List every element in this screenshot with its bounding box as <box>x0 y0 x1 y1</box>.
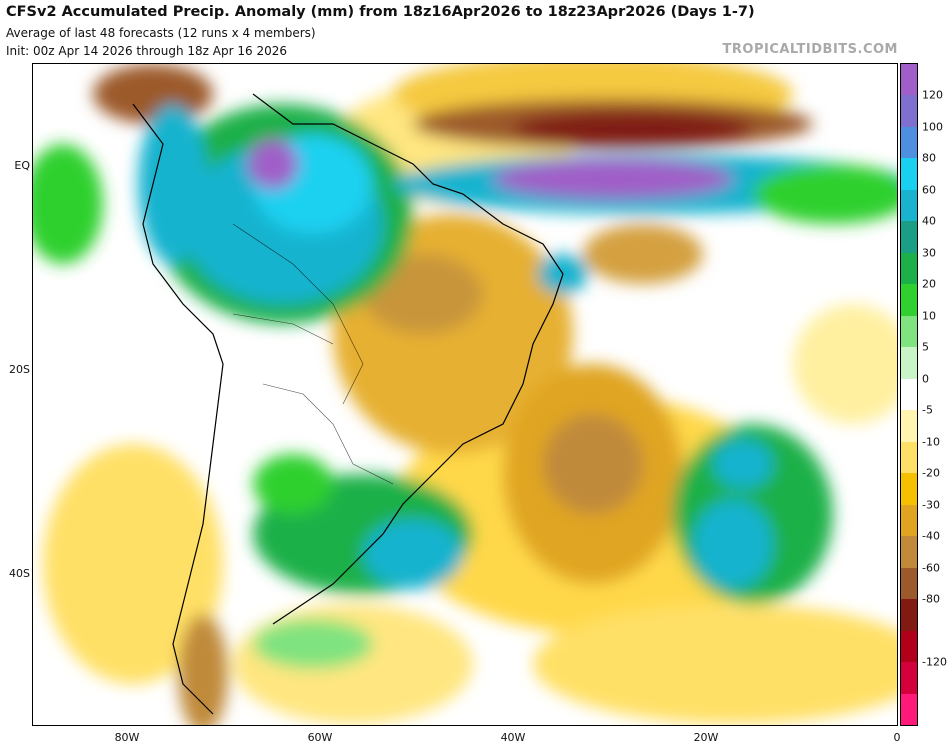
colorbar-segment <box>901 473 917 506</box>
brand-watermark: TROPICALTIDBITS.COM <box>722 42 898 57</box>
colorbar-segment <box>901 536 917 569</box>
colorbar-label: 60 <box>922 183 936 197</box>
colorbar-label: 0 <box>922 372 929 386</box>
colorbar-segment <box>901 599 917 632</box>
colorbar-segment <box>901 662 917 695</box>
colorbar-segment <box>901 158 917 191</box>
colorbar-label: 120 <box>922 88 943 102</box>
lon-label-80w: 80W <box>114 731 140 744</box>
colorbar-segment <box>901 693 917 726</box>
lat-label-eq: EQ <box>14 159 30 172</box>
colorbar-segment <box>901 315 917 348</box>
chart-title: CFSv2 Accumulated Precip. Anomaly (mm) f… <box>6 4 755 20</box>
colorbar-label: 40 <box>922 214 936 228</box>
colorbar-label: 80 <box>922 151 936 165</box>
init-time: Init: 00z Apr 14 2026 through 18z Apr 16… <box>6 44 287 58</box>
colorbar-segment <box>901 410 917 443</box>
colorbar-label: 100 <box>922 120 943 134</box>
map-panel <box>32 63 898 726</box>
lat-label-20s: 20S <box>9 363 30 376</box>
colorbar-segment <box>901 347 917 380</box>
colorbar-label: -60 <box>922 561 940 575</box>
lon-label-0: 0 <box>893 731 901 744</box>
colorbar-label: 20 <box>922 277 936 291</box>
colorbar-segment <box>901 630 917 663</box>
lon-label-20w: 20W <box>693 731 719 744</box>
colorbar-label: 10 <box>922 309 936 323</box>
colorbar-label: -80 <box>922 592 940 606</box>
colorbar-segment <box>901 189 917 222</box>
chart-subtitle: Average of last 48 forecasts (12 runs x … <box>6 26 316 40</box>
colorbar-segment <box>901 504 917 537</box>
coastlines <box>132 93 564 715</box>
colorbar-label: 5 <box>922 340 929 354</box>
colorbar-label: -40 <box>922 529 940 543</box>
colorbar-segment <box>901 567 917 600</box>
lon-label-40w: 40W <box>500 731 526 744</box>
colorbar-label: -30 <box>922 498 940 512</box>
colorbar-label: -20 <box>922 466 940 480</box>
colorbar-label: -5 <box>922 403 933 417</box>
lon-label-60w: 60W <box>307 731 333 744</box>
colorbar-segment <box>901 95 917 128</box>
colorbar-segment <box>901 126 917 159</box>
colorbar-label: -120 <box>922 655 947 669</box>
colorbar <box>900 63 918 726</box>
colorbar-label: 30 <box>922 246 936 260</box>
borders <box>232 223 394 485</box>
colorbar-segment <box>901 252 917 285</box>
colorbar-segment <box>901 441 917 474</box>
colorbar-segment <box>901 378 917 411</box>
anomaly-map <box>33 64 897 725</box>
lat-label-40s: 40S <box>9 567 30 580</box>
colorbar-segment <box>901 284 917 317</box>
colorbar-segment <box>901 221 917 254</box>
colorbar-label: -10 <box>922 435 940 449</box>
colorbar-segment <box>901 64 917 96</box>
